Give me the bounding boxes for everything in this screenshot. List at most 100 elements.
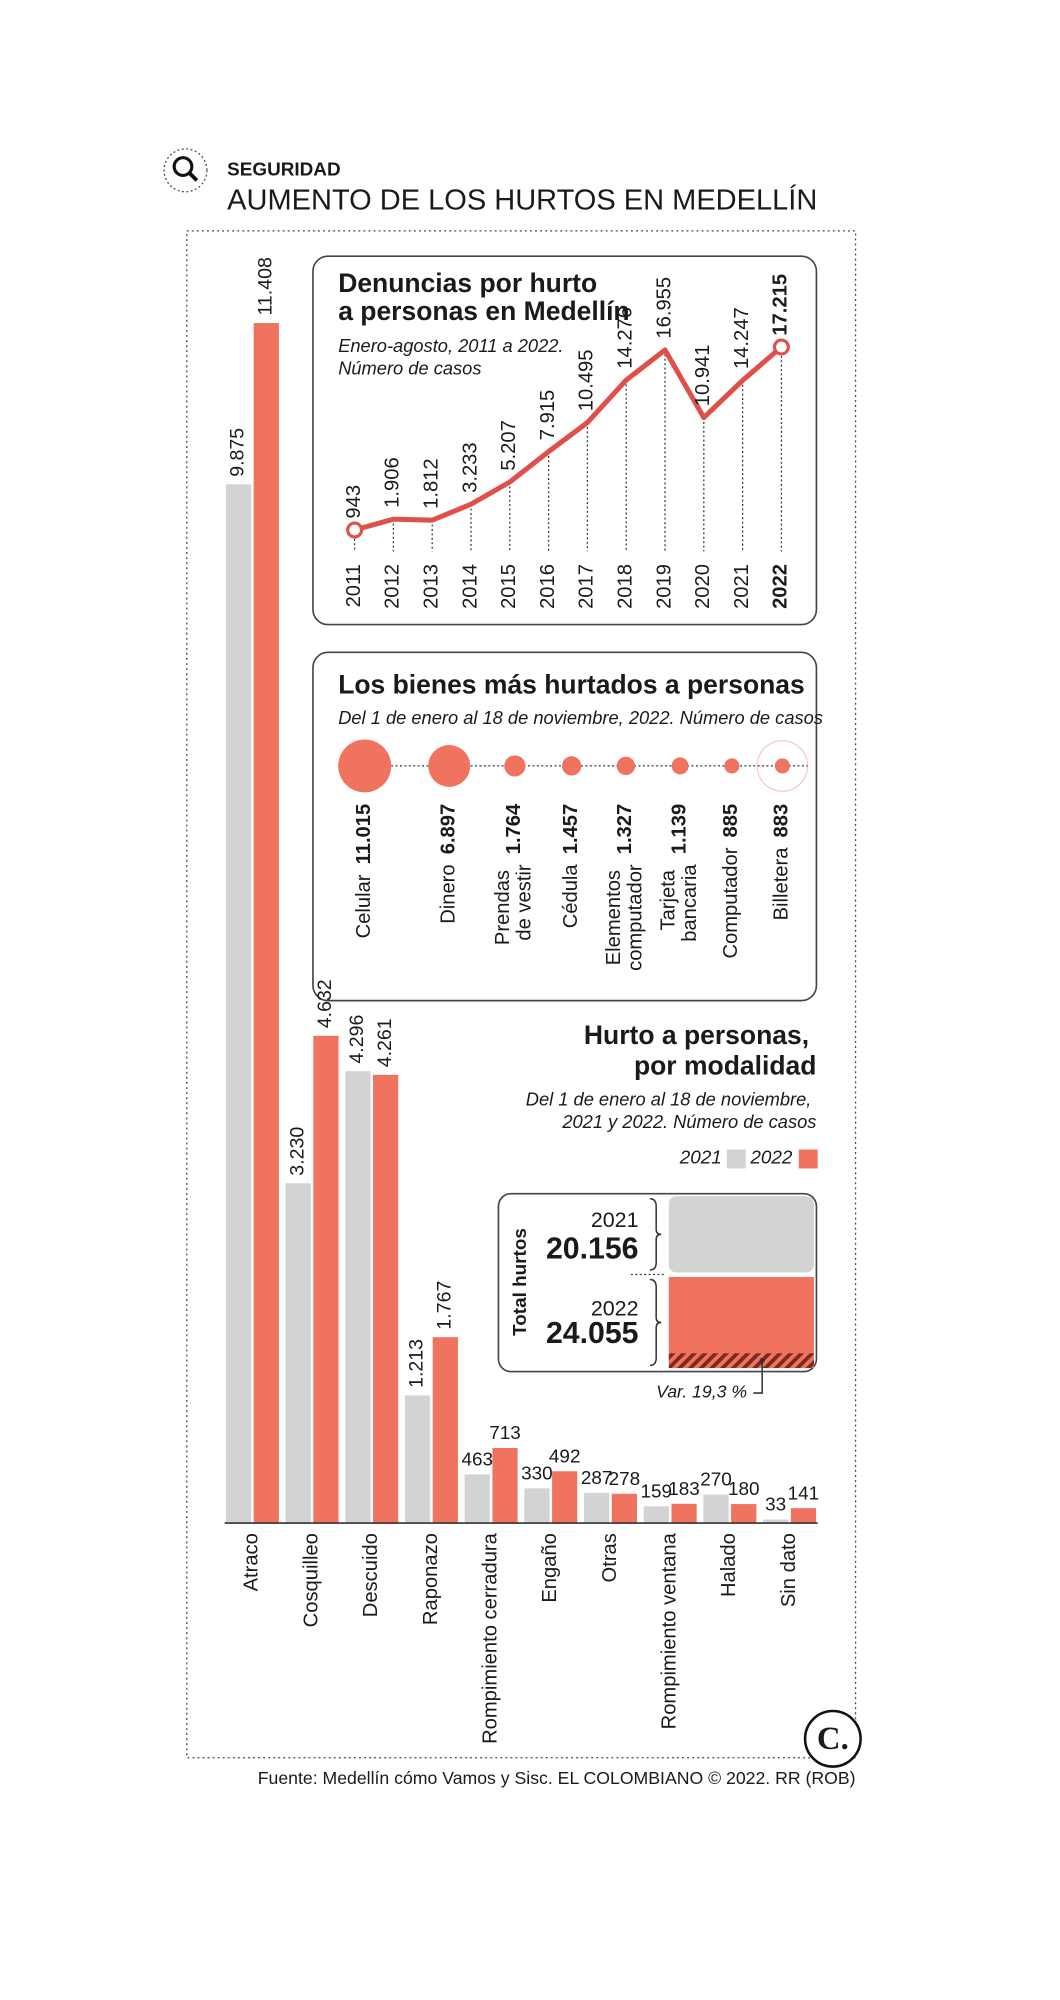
page-title: AUMENTO DE LOS HURTOS EN MEDELLÍN xyxy=(227,184,817,217)
value-label: 17.215 xyxy=(770,274,792,336)
x-tick-label: Sin dato xyxy=(778,1533,800,1607)
x-tick-label: Cosquilleo xyxy=(300,1533,322,1627)
bubble xyxy=(504,755,526,777)
category-label: Computador xyxy=(720,847,742,958)
x-tick-label: 2018 xyxy=(615,564,637,609)
value-label: 943 xyxy=(343,485,365,519)
search-icon-lens xyxy=(172,156,194,177)
x-tick-label: 2013 xyxy=(421,564,443,609)
value-label: 7.915 xyxy=(537,390,559,440)
total-value: 20.156 xyxy=(546,1232,639,1265)
value-label: 1.812 xyxy=(421,458,443,508)
value-label: 33 xyxy=(765,1495,786,1516)
value-label: 5.207 xyxy=(498,420,520,470)
x-tick-label: 2012 xyxy=(382,564,404,609)
value-label: 180 xyxy=(728,1479,760,1500)
bar xyxy=(373,1074,399,1524)
bubble xyxy=(428,744,471,787)
value-label: 883 xyxy=(771,804,793,838)
value-label: 270 xyxy=(700,1470,732,1491)
leader-dot xyxy=(759,1357,765,1363)
value-label: 278 xyxy=(609,1469,641,1490)
search-icon xyxy=(163,148,208,193)
value-label: 16.955 xyxy=(653,277,675,339)
bar xyxy=(763,1519,789,1524)
annotation: Var. 19,3 % xyxy=(656,1382,747,1402)
bar xyxy=(404,1395,431,1524)
endpoint xyxy=(772,338,790,356)
value-label: 10.495 xyxy=(576,350,598,412)
value-label: 4.296 xyxy=(346,1015,368,1064)
bar xyxy=(790,1508,817,1524)
bar xyxy=(225,484,252,1524)
legend-label: 2021 xyxy=(679,1147,722,1168)
x-tick-label: 2021 xyxy=(731,564,753,609)
x-tick-label: 2022 xyxy=(770,564,792,609)
category-label: Celular xyxy=(353,874,375,938)
bar xyxy=(703,1494,729,1524)
difference xyxy=(668,1353,814,1369)
bar xyxy=(524,1488,550,1524)
value-label: 141 xyxy=(788,1483,820,1504)
category-label: Tarjeta bancaria xyxy=(658,864,701,942)
value-label: 11.408 xyxy=(254,257,276,315)
bar xyxy=(611,1493,638,1524)
value-label: 9.875 xyxy=(227,428,249,477)
legend-swatch xyxy=(798,1149,818,1169)
bar xyxy=(464,1474,490,1524)
total-title: Total hurtos xyxy=(510,1228,531,1336)
endpoint xyxy=(346,521,364,539)
value-label: 11.015 xyxy=(353,804,375,865)
value-label: 1.139 xyxy=(668,804,690,854)
value-label: 1.764 xyxy=(503,803,525,854)
legend-swatch xyxy=(726,1149,746,1169)
value-label: 330 xyxy=(521,1463,553,1484)
total-bar xyxy=(668,1196,814,1273)
bubble xyxy=(338,739,392,793)
bar xyxy=(492,1448,518,1524)
value-label: 6.897 xyxy=(438,804,460,854)
x-tick-label: Rompimiento cerradura xyxy=(479,1532,501,1744)
x-tick-label: Atraco xyxy=(241,1533,263,1591)
value-label: 3.230 xyxy=(286,1127,308,1176)
series-name: 2022 xyxy=(591,1296,639,1320)
leader xyxy=(753,1360,763,1394)
x-tick-label: 2011 xyxy=(343,564,365,607)
value-label: 287 xyxy=(581,1468,613,1489)
bar xyxy=(552,1471,578,1524)
bar xyxy=(285,1183,311,1524)
bar xyxy=(313,1035,339,1524)
bubble xyxy=(616,756,636,776)
x-tick-label: Otras xyxy=(599,1533,621,1582)
chart-subtitle: Del 1 de enero al 18 de noviembre, 2021 … xyxy=(526,1088,817,1132)
x-tick-label: Engaño xyxy=(539,1533,561,1603)
x-tick-label: Descuido xyxy=(360,1533,382,1617)
x-tick-label: Rompimiento ventana xyxy=(659,1532,681,1729)
value-label: 1.906 xyxy=(382,457,404,507)
chart-subtitle: Del 1 de enero al 18 de noviembre, 2022.… xyxy=(338,707,823,728)
category-label: Dinero xyxy=(438,864,460,923)
bubble xyxy=(671,757,689,775)
value-label: 3.233 xyxy=(459,442,481,492)
x-tick-label: 2017 xyxy=(576,564,598,609)
bar xyxy=(432,1337,458,1524)
series-name: 2021 xyxy=(591,1208,639,1232)
source: Fuente: Medellín cómo Vamos y Sisc. EL C… xyxy=(258,1768,856,1788)
category-label: Prendas de vestir xyxy=(492,864,535,945)
bar xyxy=(731,1504,757,1524)
chart-title: Los bienes más hurtados a personas xyxy=(338,669,805,699)
category-label: Elementos computador xyxy=(604,864,647,971)
value-label: 1.327 xyxy=(614,804,636,854)
category-label: Billetera xyxy=(771,847,793,921)
bar xyxy=(253,323,279,1524)
x-tick-label: 2014 xyxy=(459,564,481,609)
bracket xyxy=(649,1197,662,1271)
bar xyxy=(671,1503,697,1524)
kicker: SEGURIDAD xyxy=(227,159,340,180)
category-label: Cédula xyxy=(560,864,582,929)
bracket xyxy=(649,1278,662,1367)
value-label: 713 xyxy=(489,1423,521,1444)
value-label: 183 xyxy=(668,1479,700,1500)
value-label: 4.632 xyxy=(314,979,336,1028)
